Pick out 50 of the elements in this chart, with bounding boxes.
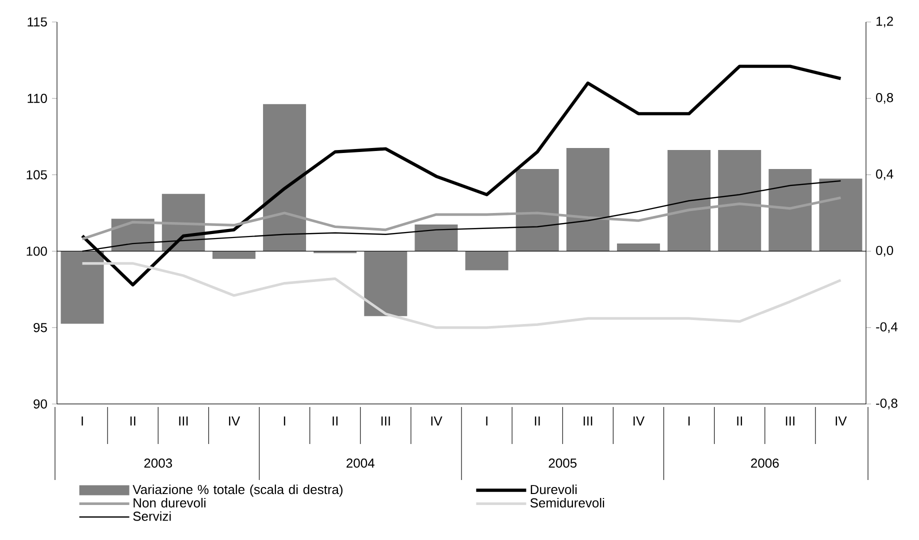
bar <box>616 244 660 252</box>
x-tick-label: I <box>82 416 83 426</box>
bar <box>768 169 812 252</box>
x-tick-label: I <box>486 416 488 426</box>
y2-tick-label: -0,8 <box>876 398 898 410</box>
bar <box>819 178 862 252</box>
y2-tick-label: 0,0 <box>876 246 894 257</box>
text: 2006 <box>751 458 779 468</box>
bar <box>516 169 559 252</box>
x-tick-label: IV <box>836 416 847 426</box>
y-tick-label: 100 <box>26 246 47 256</box>
x-tick-label: IV <box>634 416 645 426</box>
legend-label: Semidurevoli <box>530 498 604 508</box>
y-tick-label: 95 <box>34 322 47 332</box>
bar <box>364 251 408 316</box>
y-tick-label: 90 <box>34 399 47 409</box>
y-tick-label: 115 <box>28 17 47 27</box>
legend-label: Variazione % totale (scala di destra) <box>132 484 343 497</box>
legend-label: Durevoli <box>530 484 577 494</box>
bar <box>465 251 508 270</box>
x-tick-label: IV <box>431 416 442 426</box>
x-tick-label: I <box>284 416 286 426</box>
x-tick-label: II <box>332 416 338 426</box>
x-tick-label: II <box>737 416 742 426</box>
x-tick-label: I <box>688 416 690 426</box>
bar <box>718 150 762 252</box>
bar <box>668 150 711 252</box>
x-tick-label: III <box>584 416 592 426</box>
legend-label: Non durevoli <box>134 498 206 508</box>
x-tick-label: IV <box>229 416 240 426</box>
y-tick-label: 105 <box>26 170 47 180</box>
bar <box>566 148 610 252</box>
text: 2004 <box>346 458 374 468</box>
text: 2005 <box>548 458 577 468</box>
x-tick-label: III <box>179 416 188 426</box>
bar <box>60 251 104 324</box>
bar <box>212 251 256 259</box>
y2-tick-label: 1,2 <box>876 16 893 28</box>
x-tick-label: III <box>786 416 794 426</box>
legend-label: Servizi <box>133 511 171 521</box>
y2-tick-label: 0,8 <box>876 93 894 104</box>
text: 2003 <box>144 458 172 468</box>
y-tick-label: 110 <box>28 94 47 103</box>
bar <box>263 104 306 252</box>
x-tick-label: II <box>534 416 540 426</box>
y2-tick-label: 0,4 <box>876 169 894 180</box>
x-tick-label: III <box>381 416 390 426</box>
y2-tick-label: -0,4 <box>876 322 898 333</box>
bar <box>414 224 458 252</box>
x-tick-label: II <box>130 416 136 426</box>
